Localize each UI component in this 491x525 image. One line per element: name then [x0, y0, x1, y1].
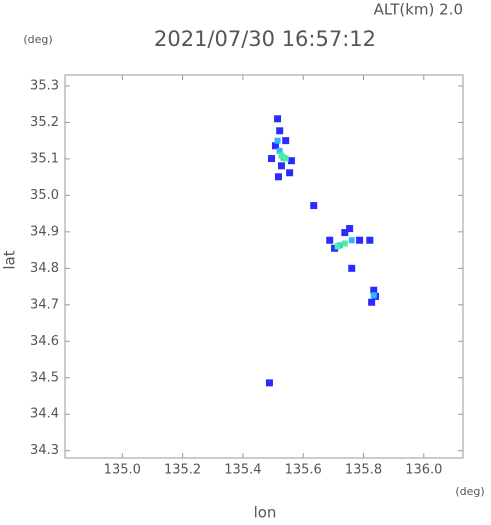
echo-point [271, 142, 279, 150]
echo-point [276, 127, 284, 135]
echo-point [366, 236, 374, 244]
x-axis-label: lon [254, 504, 277, 522]
y-tick-label: 34.7 [30, 297, 59, 312]
echo-point [286, 169, 294, 177]
y-tick-label: 34.3 [30, 443, 59, 458]
echo-point [341, 229, 349, 237]
altitude-label: ALT(km) 2.0 [374, 1, 463, 19]
x-tick-label: 135.8 [345, 463, 382, 478]
echo-point [368, 298, 376, 306]
echo-point [277, 162, 285, 170]
y-tick-label: 34.4 [30, 407, 59, 422]
echo-point [341, 240, 348, 247]
echo-point [310, 202, 318, 210]
x-tick-label: 135.6 [285, 463, 322, 478]
x-tick-label: 136.0 [405, 463, 442, 478]
echo-point [274, 173, 282, 181]
echo-point [282, 155, 289, 162]
echo-point [331, 244, 339, 252]
echo-point [268, 155, 276, 163]
echo-point [356, 236, 364, 244]
y-tick-label: 34.9 [30, 224, 59, 239]
x-tick-label: 135.4 [224, 463, 261, 478]
y-tick-label: 35.0 [30, 188, 59, 203]
echo-point [334, 243, 341, 250]
echo-point [274, 115, 282, 123]
y-tick-label: 35.1 [30, 151, 59, 166]
y-tick-label: 35.2 [30, 115, 59, 130]
y-tick-label: 34.5 [30, 370, 59, 385]
echo-point [348, 264, 356, 272]
x-unit: (deg) [455, 485, 484, 498]
echo-point [282, 137, 290, 145]
y-unit: (deg) [23, 33, 52, 46]
echo-point [348, 237, 355, 244]
echo-point [346, 225, 354, 233]
x-tick-label: 135.0 [104, 463, 141, 478]
echo-point [278, 152, 285, 159]
y-tick-label: 35.3 [30, 78, 59, 93]
y-tick-label: 34.8 [30, 261, 59, 276]
echo-point [274, 137, 281, 144]
echo-point [276, 147, 283, 154]
x-tick-label: 135.2 [164, 463, 201, 478]
echo-point [287, 157, 295, 165]
echo-point [326, 236, 334, 244]
y-axis-label: lat [1, 250, 19, 269]
echo-point [370, 292, 377, 299]
echo-point [370, 286, 378, 294]
y-tick-label: 34.6 [30, 334, 59, 349]
echo-point [265, 379, 273, 387]
plot-frame [64, 74, 464, 459]
chart-title: 2021/07/30 16:57:12 [154, 27, 376, 51]
